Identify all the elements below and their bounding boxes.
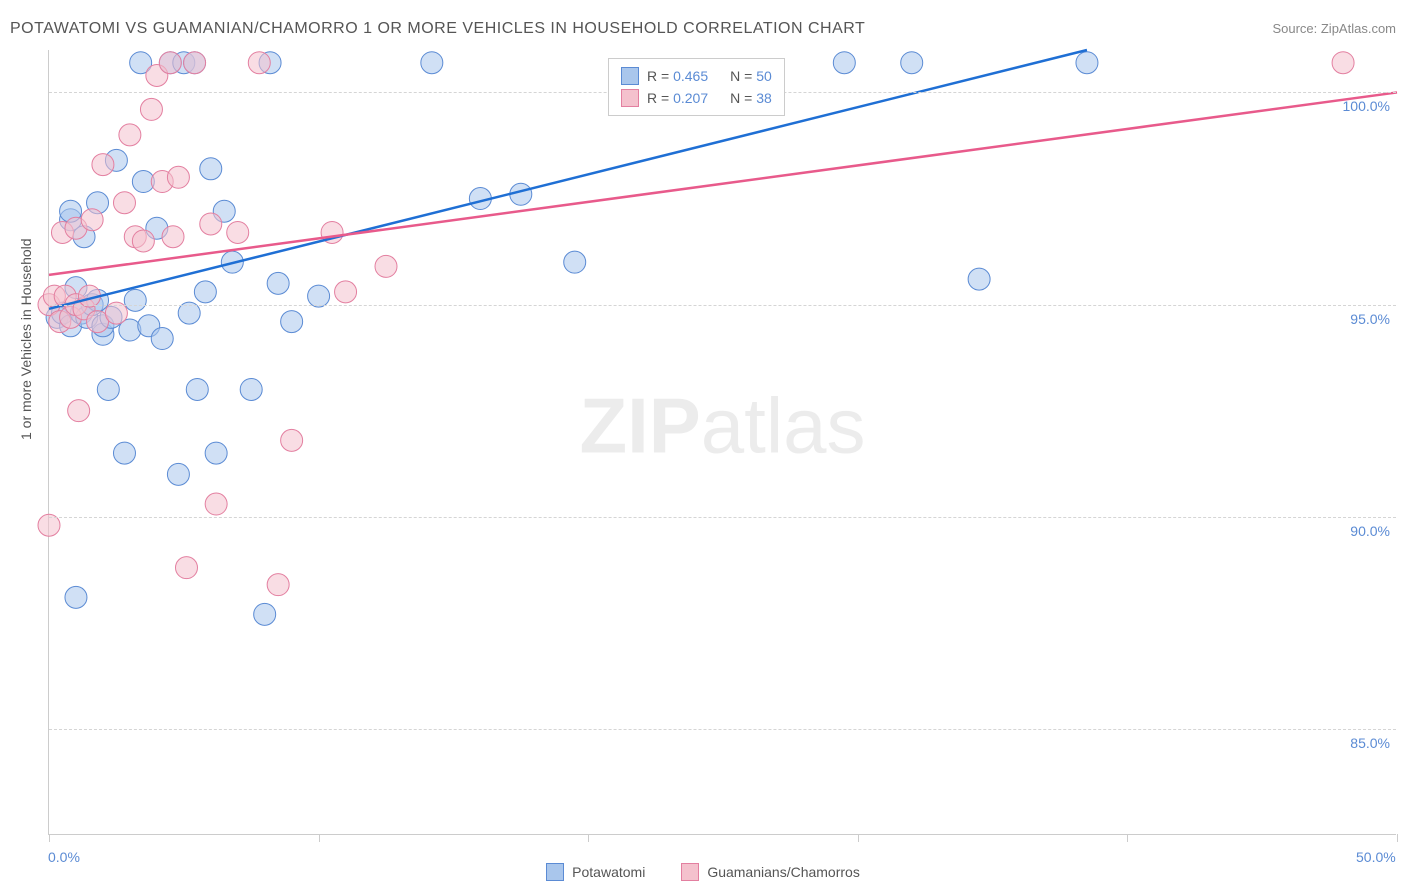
- data-point: [200, 158, 222, 180]
- trend-line: [49, 92, 1397, 274]
- y-tick-label: 90.0%: [1350, 523, 1390, 539]
- x-tick: [1127, 834, 1128, 842]
- chart-title: POTAWATOMI VS GUAMANIAN/CHAMORRO 1 OR MO…: [10, 20, 865, 38]
- data-point: [167, 463, 189, 485]
- legend-swatch: [621, 67, 639, 85]
- data-point: [1076, 52, 1098, 74]
- data-point: [186, 378, 208, 400]
- x-tick-label: 50.0%: [1356, 849, 1396, 865]
- legend-n-label: N = 50: [730, 65, 772, 87]
- data-point: [167, 166, 189, 188]
- legend-label: Guamanians/Chamorros: [707, 864, 860, 880]
- data-point: [564, 251, 586, 273]
- data-point: [113, 192, 135, 214]
- x-tick: [1397, 834, 1398, 842]
- y-tick-label: 100.0%: [1343, 98, 1390, 114]
- data-point: [227, 221, 249, 243]
- grid-line: [49, 729, 1396, 730]
- x-tick-label: 0.0%: [48, 849, 80, 865]
- data-point: [968, 268, 990, 290]
- data-point: [175, 557, 197, 579]
- data-point: [140, 98, 162, 120]
- data-point: [151, 328, 173, 350]
- data-point: [124, 289, 146, 311]
- x-tick: [319, 834, 320, 842]
- data-point: [205, 493, 227, 515]
- legend-item: Guamanians/Chamorros: [681, 863, 860, 881]
- data-point: [833, 52, 855, 74]
- data-point: [159, 52, 181, 74]
- legend-bottom: Potawatomi Guamanians/Chamorros: [0, 863, 1406, 884]
- data-point: [375, 255, 397, 277]
- data-point: [901, 52, 923, 74]
- x-tick: [49, 834, 50, 842]
- y-tick-label: 95.0%: [1350, 311, 1390, 327]
- data-point: [254, 603, 276, 625]
- data-point: [267, 272, 289, 294]
- grid-line: [49, 305, 1396, 306]
- data-point: [281, 429, 303, 451]
- grid-line: [49, 517, 1396, 518]
- source-label: Source: ZipAtlas.com: [1272, 21, 1396, 36]
- data-point: [92, 154, 114, 176]
- x-tick: [858, 834, 859, 842]
- legend-stats-row: R = 0.465 N = 50: [621, 65, 772, 87]
- legend-n-label: N = 38: [730, 87, 772, 109]
- x-tick: [588, 834, 589, 842]
- data-point: [281, 311, 303, 333]
- data-point: [184, 52, 206, 74]
- data-point: [267, 574, 289, 596]
- chart-svg: [49, 50, 1396, 834]
- data-point: [421, 52, 443, 74]
- legend-swatch: [546, 863, 564, 881]
- data-point: [194, 281, 216, 303]
- data-point: [162, 226, 184, 248]
- data-point: [132, 230, 154, 252]
- legend-r-label: R = 0.465: [647, 65, 708, 87]
- legend-stats: R = 0.465 N = 50 R = 0.207 N = 38: [608, 58, 785, 116]
- data-point: [240, 378, 262, 400]
- legend-item: Potawatomi: [546, 863, 645, 881]
- data-point: [1332, 52, 1354, 74]
- y-axis-title: 1 or more Vehicles in Household: [18, 238, 34, 440]
- data-point: [113, 442, 135, 464]
- legend-swatch: [621, 89, 639, 107]
- legend-label: Potawatomi: [572, 864, 645, 880]
- data-point: [248, 52, 270, 74]
- legend-r-label: R = 0.207: [647, 87, 708, 109]
- data-point: [200, 213, 222, 235]
- legend-stats-row: R = 0.207 N = 38: [621, 87, 772, 109]
- data-point: [205, 442, 227, 464]
- data-point: [335, 281, 357, 303]
- data-point: [68, 400, 90, 422]
- data-point: [81, 209, 103, 231]
- y-tick-label: 85.0%: [1350, 735, 1390, 751]
- plot-area: ZIPatlas 85.0%90.0%95.0%100.0%R = 0.465N…: [48, 50, 1396, 835]
- data-point: [65, 586, 87, 608]
- data-point: [119, 124, 141, 146]
- legend-swatch: [681, 863, 699, 881]
- data-point: [97, 378, 119, 400]
